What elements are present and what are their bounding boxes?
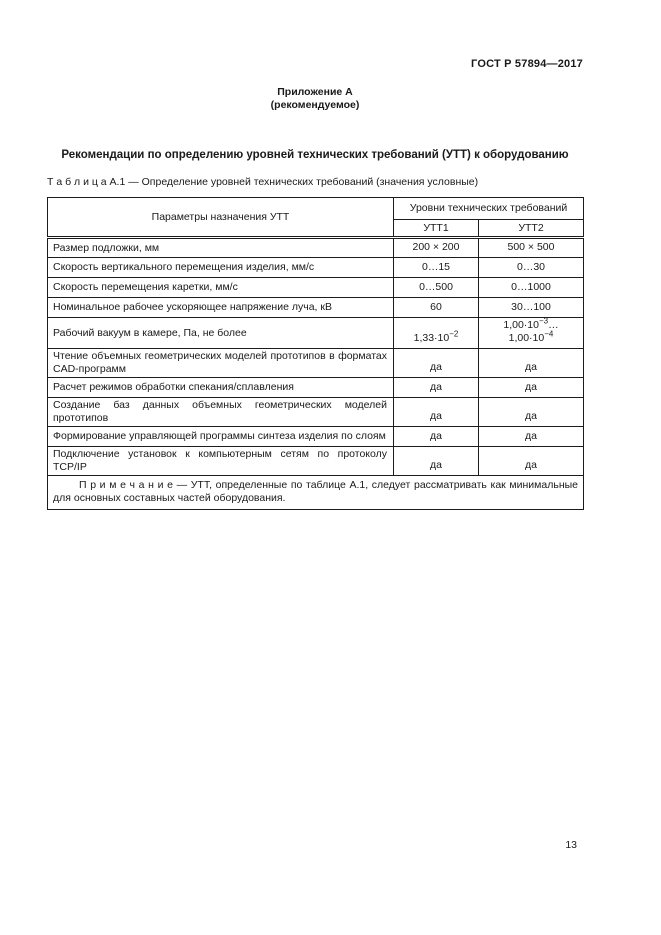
table-row: Номинальное рабочее ускоряющее напряжени… [47, 297, 584, 318]
note-text: — УТТ, определенные по таблице А.1, след… [53, 479, 579, 504]
param-cell: Чтение объемных геометрических моделей п… [47, 348, 394, 378]
utt1-value-cell: да [393, 426, 479, 447]
utt2-value-cell: да [478, 348, 584, 378]
utt2-value-cell: да [478, 446, 584, 476]
note-paragraph: П р и м е ч а н и е — УТТ, определенные … [53, 479, 578, 505]
table-row: Подключение установок к компьютерным сет… [47, 446, 584, 476]
document-page: ГОСТ Р 57894—2017 Приложение А (рекоменд… [47, 0, 584, 935]
param-cell: Расчет режимов обработки спекания/сплавл… [47, 377, 394, 398]
utt1-value-cell: да [393, 446, 479, 476]
table-row: Скорость перемещения каретки, мм/с 0…500 0… [47, 277, 584, 298]
utt1-value-cell: 200 × 200 [393, 237, 479, 258]
table-row: Создание баз данных объемных геометричес… [47, 397, 584, 427]
param-cell: Формирование управляющей программы синте… [47, 426, 394, 447]
note-row: П р и м е ч а н и е — УТТ, определенные … [47, 475, 584, 510]
utt1-value-cell: 0…15 [393, 257, 479, 278]
table-row: Чтение объемных геометрических моделей п… [47, 348, 584, 378]
appendix-subtitle: (рекомендуемое) [270, 99, 360, 111]
utt1-value-cell: 60 [393, 297, 479, 318]
utt1-value-cell: да [393, 377, 479, 398]
requirements-table: Параметры назначения УТТ Уровни техничес… [47, 197, 584, 510]
header-cell-levels-group: Уровни технических требований [393, 197, 584, 220]
note-cell: П р и м е ч а н и е — УТТ, определенные … [47, 475, 584, 510]
utt2-value-cell: да [478, 397, 584, 427]
appendix-heading: Приложение А (рекомендуемое) [47, 86, 583, 112]
table-row: Формирование управляющей программы синте… [47, 426, 584, 447]
utt2-value-cell: 30…100 [478, 297, 584, 318]
table-note-section: П р и м е ч а н и е — УТТ, определенные … [47, 475, 584, 510]
param-cell: Размер подложки, мм [47, 237, 394, 258]
utt1-value-cell: 1,33·10−2 [393, 317, 479, 349]
appendix-title: Приложение А [277, 86, 353, 98]
utt2-value-cell: 0…30 [478, 257, 584, 278]
table-row: Расчет режимов обработки спекания/сплавл… [47, 377, 584, 398]
param-cell: Создание баз данных объемных геометричес… [47, 397, 394, 427]
doc-reference: ГОСТ Р 57894—2017 [471, 58, 583, 70]
utt2-value-cell: 0…1000 [478, 277, 584, 298]
param-cell: Рабочий вакуум в камере, Па, не более [47, 317, 394, 349]
header-cell-utt1: УТТ1 [393, 219, 479, 239]
requirements-table-body: Размер подложки, мм 200 × 200 500 × 500 Ско… [47, 237, 584, 476]
section-title: Рекомендации по определению уровней техн… [61, 149, 569, 161]
table-row: Скорость вертикального перемещения издел… [47, 257, 584, 278]
table-header: Параметры назначения УТТ Уровни техничес… [47, 197, 584, 239]
utt2-value-cell: 500 × 500 [478, 237, 584, 258]
param-cell: Скорость вертикального перемещения издел… [47, 257, 394, 278]
header-cell-parameters: Параметры назначения УТТ [47, 197, 394, 239]
utt2-value-cell: да [478, 426, 584, 447]
utt1-value-cell: да [393, 348, 479, 378]
table-row: Размер подложки, мм 200 × 200 500 × 500 [47, 237, 584, 258]
page-number: 13 [565, 839, 577, 851]
utt2-value-cell: 1,00·10−3…1,00·10−4 [478, 317, 584, 349]
table-caption: Т а б л и ц а А.1 — Определение уровней … [47, 176, 479, 188]
table-row: Рабочий вакуум в камере, Па, не более 1,3… [47, 317, 584, 349]
note-label: П р и м е ч а н и е [79, 479, 177, 491]
param-cell: Скорость перемещения каретки, мм/с [47, 277, 394, 298]
utt1-value-cell: да [393, 397, 479, 427]
header-cell-utt2: УТТ2 [478, 219, 584, 239]
param-cell: Номинальное рабочее ускоряющее напряжени… [47, 297, 394, 318]
utt1-value-cell: 0…500 [393, 277, 479, 298]
utt2-value-cell: да [478, 377, 584, 398]
param-cell: Подключение установок к компьютерным сет… [47, 446, 394, 476]
